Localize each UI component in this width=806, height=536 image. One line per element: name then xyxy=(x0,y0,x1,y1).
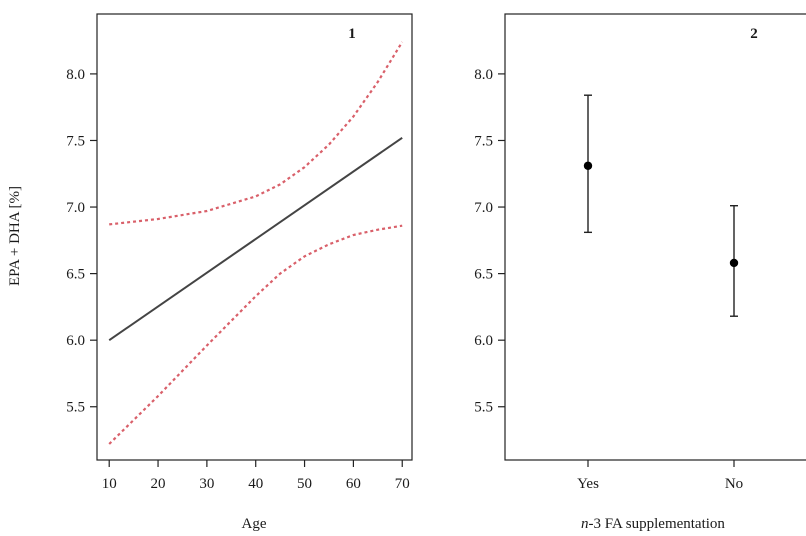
panel-2-y-tick-label: 5.5 xyxy=(474,400,493,416)
panel-2-points xyxy=(583,94,739,317)
panel-2-x-axis-label-rest: -3 FA supplementation xyxy=(589,516,726,532)
panel-1-y-tick-label: 8.0 xyxy=(66,67,85,83)
panel-2-x-axis-label: n-3 FA supplementation xyxy=(581,516,725,532)
panel-2-x-axis-label-italic: n xyxy=(581,516,589,532)
panel-2-y-tick-label: 6.0 xyxy=(474,333,493,349)
panel-1-plot-frame xyxy=(96,13,413,461)
panel-2-category-label: Yes xyxy=(577,476,599,492)
panel-2-dot-chart: 5.5 6.0 6.5 7.0 7.5 8.0 Yes No 2 n-3 FA supple… xyxy=(474,13,806,532)
panel-1-x-tick-label: 50 xyxy=(297,476,312,492)
panel-2-mean-point xyxy=(729,258,739,268)
panel-1-y-tick-label: 7.0 xyxy=(66,200,85,216)
panel-2-y-tick-label: 8.0 xyxy=(474,67,493,83)
panel-2-y-tick-label: 6.5 xyxy=(474,267,493,283)
panel-1-y-ticks: 5.5 6.0 6.5 7.0 7.5 8.0 xyxy=(66,67,97,416)
panel-1-x-tick-label: 30 xyxy=(199,476,214,492)
panel-1-upper-ci-line xyxy=(109,41,404,226)
panel-1-fit-line xyxy=(108,136,403,342)
panel-1-y-tick-label: 7.5 xyxy=(66,133,85,149)
panel-2-mean-point xyxy=(583,161,593,170)
panel-1-x-tick-label: 40 xyxy=(248,476,263,492)
panel-2-y-tick-label: 7.0 xyxy=(474,200,493,216)
panel-1-y-tick-label: 6.5 xyxy=(66,267,85,283)
panel-1-x-axis-label: Age xyxy=(242,516,267,532)
panel-1-y-tick-label: 5.5 xyxy=(66,400,85,416)
panel-1-x-tick-label: 70 xyxy=(395,476,410,492)
panel-1-y-tick-label: 6.0 xyxy=(66,333,85,349)
panel-1-y-axis-label: EPA + DHA [%] xyxy=(7,186,23,286)
panel-1-line-chart: 5.56.06.57.07.58.0 10 20 30 40 50 60 70 1 Age … xyxy=(7,13,413,532)
panel-2-plot-frame xyxy=(504,13,806,461)
panel-1-lower-ci-line xyxy=(108,224,403,445)
panel-1-x-ticks: 10 20 30 40 50 60 70 xyxy=(102,460,410,492)
panel-1-x-tick-label: 20 xyxy=(151,476,166,492)
panel-2-x-ticks: Yes No xyxy=(577,460,743,492)
panel-1-x-tick-label: 10 xyxy=(102,476,117,492)
panel-2-y-ticks: 5.5 6.0 6.5 7.0 7.5 8.0 xyxy=(474,67,505,416)
panel-2-category-label: No xyxy=(725,476,743,492)
panel-2-y-tick-label: 7.5 xyxy=(474,133,493,149)
panel-1-series xyxy=(108,41,404,445)
panel-1-tag: 1 xyxy=(348,26,356,42)
panel-1-x-tick-label: 60 xyxy=(346,476,361,492)
panel-2-tag: 2 xyxy=(750,26,758,42)
